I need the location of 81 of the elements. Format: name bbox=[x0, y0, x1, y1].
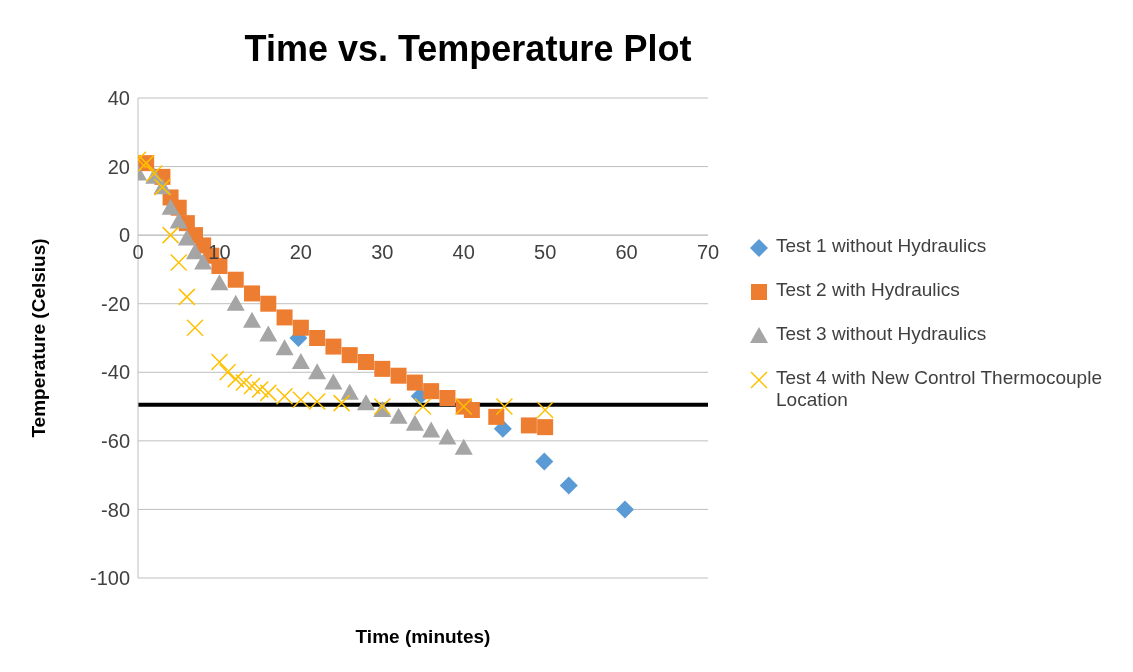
point bbox=[169, 212, 188, 229]
point bbox=[243, 377, 261, 395]
point bbox=[186, 243, 204, 260]
point bbox=[495, 397, 514, 416]
point bbox=[439, 390, 456, 406]
point bbox=[414, 397, 432, 416]
point bbox=[615, 500, 634, 519]
point bbox=[358, 354, 374, 370]
point bbox=[169, 253, 188, 272]
point bbox=[340, 383, 359, 400]
point bbox=[520, 417, 537, 434]
point bbox=[186, 318, 204, 337]
point bbox=[276, 309, 293, 326]
point bbox=[463, 402, 480, 418]
point bbox=[423, 383, 440, 400]
point bbox=[275, 387, 294, 406]
point bbox=[488, 408, 505, 425]
point bbox=[210, 353, 229, 371]
point bbox=[373, 397, 392, 416]
point bbox=[308, 392, 326, 411]
x-axis-title: Time (minutes) bbox=[355, 626, 491, 647]
point bbox=[251, 380, 269, 399]
x-tick-label: 20 bbox=[289, 241, 312, 264]
point bbox=[259, 325, 278, 342]
point bbox=[309, 330, 326, 346]
point bbox=[308, 363, 327, 380]
y-tick-label: 20 bbox=[107, 155, 130, 178]
y-tick-label: 40 bbox=[107, 87, 130, 110]
legend-label: Test 3 without Hydraulics bbox=[776, 323, 987, 345]
point bbox=[178, 288, 196, 306]
point bbox=[390, 367, 407, 384]
chart-title: Time vs. Temperature Plot bbox=[243, 28, 693, 70]
point bbox=[275, 339, 294, 356]
point bbox=[405, 414, 424, 431]
point bbox=[210, 274, 229, 291]
point bbox=[454, 438, 473, 455]
point bbox=[243, 311, 261, 328]
point bbox=[536, 401, 554, 419]
legend-label: Test 4 with New Control Thermocouple Location bbox=[776, 367, 1103, 411]
point bbox=[161, 226, 180, 244]
y-tick-label: -40 bbox=[101, 361, 130, 384]
x-tick-label: 40 bbox=[452, 241, 475, 264]
legend-label: Test 2 with Hydraulics bbox=[776, 279, 960, 301]
point bbox=[260, 295, 277, 312]
y-axis-title: Temperature (Celsius) bbox=[27, 238, 49, 438]
point bbox=[422, 421, 441, 438]
point bbox=[374, 360, 391, 377]
point bbox=[535, 452, 554, 471]
point bbox=[235, 373, 253, 392]
point bbox=[292, 319, 309, 336]
point bbox=[332, 394, 351, 412]
point bbox=[161, 198, 180, 215]
x-tick-label: 60 bbox=[615, 241, 638, 264]
legend-label: Test 1 without Hydraulics bbox=[776, 235, 987, 257]
x-tick-label: 70 bbox=[696, 241, 720, 264]
point bbox=[177, 229, 196, 246]
y-tick-label: -80 bbox=[101, 498, 130, 521]
point bbox=[406, 374, 423, 391]
point bbox=[227, 271, 244, 288]
point bbox=[324, 373, 343, 390]
point bbox=[389, 407, 408, 424]
y-tick-label: -100 bbox=[89, 567, 130, 590]
point bbox=[292, 390, 310, 409]
point bbox=[325, 338, 342, 355]
point bbox=[244, 285, 260, 302]
x-tick-label: 0 bbox=[132, 241, 144, 264]
point bbox=[537, 419, 554, 436]
point bbox=[357, 394, 375, 411]
y-tick-label: -60 bbox=[101, 429, 130, 452]
y-tick-label: 0 bbox=[118, 224, 130, 247]
point bbox=[226, 370, 245, 388]
point bbox=[291, 353, 310, 369]
y-tick-label: -20 bbox=[101, 292, 130, 315]
x-tick-label: 30 bbox=[371, 241, 394, 264]
point bbox=[438, 428, 457, 445]
point bbox=[559, 476, 578, 495]
point bbox=[259, 384, 278, 402]
point bbox=[226, 294, 245, 311]
point bbox=[341, 347, 358, 364]
point bbox=[218, 363, 237, 382]
x-tick-label: 50 bbox=[534, 241, 557, 264]
